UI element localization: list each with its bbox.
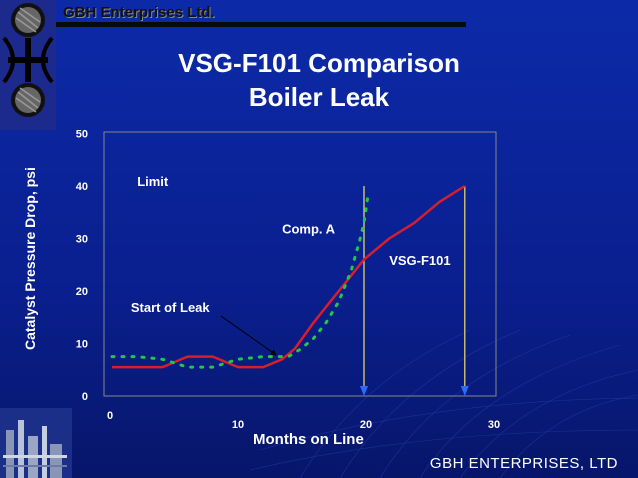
annotation-comp-a: Comp. A [282,221,336,236]
x-tick-label: 30 [488,419,500,431]
series-line-vsg-f101 [112,184,466,369]
refinery-silhouette-icon [0,408,72,478]
annotations: Limit Start of Leak Comp. A VSG-F101 [131,174,451,356]
x-axis-label: Months on Line [253,431,364,448]
gbh-logo-icon [0,0,56,130]
y-tick-label: 50 [76,129,88,141]
annotation-limit: Limit [137,174,169,189]
y-axis-label: Catalyst Pressure Drop, psi [22,167,38,350]
start-of-leak-arrow [220,315,277,356]
y-tick-label: 30 [76,234,88,246]
slide-title-line1: VSG-F101 Comparison [178,48,460,78]
x-tick-label: 20 [360,419,372,431]
y-tick-label: 20 [76,286,88,298]
x-tick-label: 10 [232,419,244,431]
x-axis-ticks: 0 10 20 30 [107,410,500,431]
slide-title-line2: Boiler Leak [248,82,390,112]
annotation-vsg-f101: VSG-F101 [389,253,450,268]
footer-company: GBH ENTERPRISES, LTD [429,455,618,472]
limit-arrow-head [360,386,368,396]
background-grid-decoration [249,329,638,478]
plot-area [103,131,497,397]
company-header: GBH Enterprises Ltd. [63,4,215,21]
y-axis-ticks: 0 10 20 30 40 50 [76,129,88,404]
limit-arrow-head [460,386,469,396]
annotation-start-of-leak: Start of Leak [131,300,211,315]
y-tick-label: 0 [82,391,88,403]
header-rule [56,22,466,27]
y-tick-label: 10 [76,339,88,351]
x-tick-label: 0 [107,410,113,422]
y-tick-label: 40 [76,181,88,193]
series-layer [110,184,466,369]
